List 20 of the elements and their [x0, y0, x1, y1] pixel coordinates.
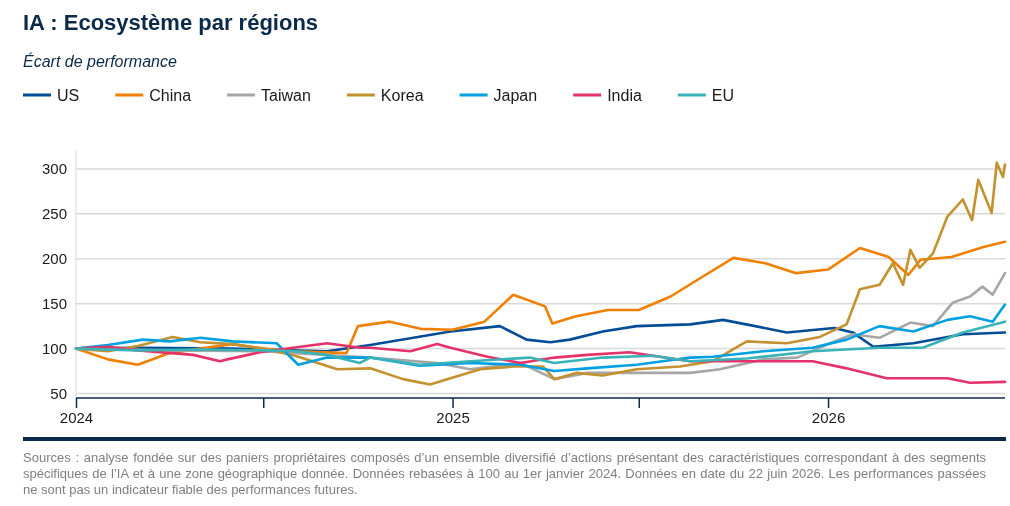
- legend-label: India: [607, 86, 642, 104]
- legend-label: Korea: [380, 86, 424, 104]
- line-series: [74, 320, 1007, 367]
- y-tick-label: 200: [41, 250, 67, 268]
- y-tick-label: 300: [41, 160, 67, 178]
- chart-subtitle: Écart de performance: [23, 52, 177, 70]
- legend-label: EU: [711, 86, 735, 104]
- y-tick-label: 250: [41, 205, 67, 223]
- legend-label: Japan: [493, 86, 538, 104]
- x-tick-label: 2025: [436, 408, 470, 426]
- y-tick-label: 100: [41, 339, 67, 357]
- y-tick-label: 150: [41, 294, 67, 312]
- legend-label: China: [149, 86, 192, 104]
- source-note: Sources : analyse fondée sur des paniers propriétaires composés d’un ensemble diversifié d’actions présentant des caractéristiques correspondant à des segments spécifiques de l’IA et à une zone géographique donnée. Données rebasées à 100 au 1er janvier 2024. Données en date du 22 juin 2026. Les performances passées ne sont pas un indicateur fiable des performances futures.: [23, 450, 986, 498]
- chart-title: IA : Ecosystème par régions: [23, 10, 319, 35]
- x-tick-label: 2024: [59, 408, 94, 426]
- legend-label: US: [57, 86, 80, 104]
- y-tick-label: 50: [50, 384, 67, 402]
- legend-label: Taiwan: [261, 86, 311, 104]
- x-tick-label: 2026: [811, 408, 846, 426]
